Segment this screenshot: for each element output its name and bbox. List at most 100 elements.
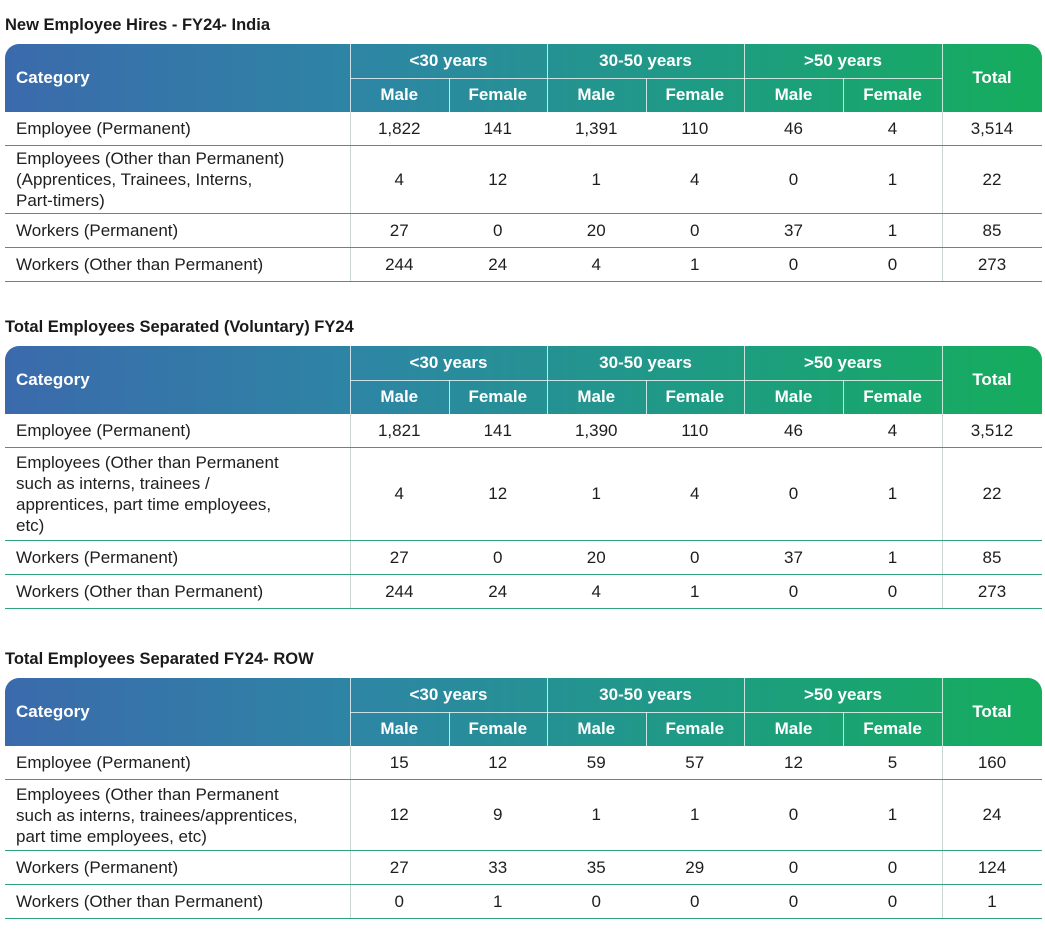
- row-divider: [942, 541, 943, 574]
- row-total: 85: [982, 547, 1002, 567]
- row-value: 37: [784, 547, 803, 567]
- row-value: 12: [488, 484, 508, 503]
- row-value: 20: [586, 547, 606, 567]
- row-divider: [350, 248, 351, 281]
- row-divider: [350, 885, 351, 918]
- table-row: Workers (Other than Permanent) 244 24 4 1 0 0 2…: [5, 575, 1042, 609]
- row-total: 1: [987, 891, 997, 911]
- row-value: 0: [788, 169, 799, 189]
- row-value: 0: [788, 891, 799, 911]
- header-gender: Male: [774, 387, 813, 406]
- row-value: 0: [788, 484, 799, 503]
- row-value: 4: [394, 169, 404, 189]
- row-value: 4: [591, 581, 601, 601]
- row-value: 0: [788, 254, 799, 274]
- header-gender: Female: [665, 719, 725, 738]
- row-value: 59: [586, 752, 606, 772]
- row-value: 0: [788, 581, 799, 601]
- header-divider: [448, 712, 450, 746]
- row-value: 12: [389, 805, 409, 824]
- row-value: 4: [887, 118, 898, 138]
- header-category: Category: [16, 68, 90, 87]
- table-row: Workers (Permanent) 27 0 20 0 37 1 85: [5, 214, 1042, 248]
- row-value: 24: [488, 581, 508, 601]
- header-gender: Male: [380, 85, 419, 104]
- row-value: 24: [488, 254, 508, 274]
- row-value: 0: [887, 254, 898, 274]
- row-total: 3,512: [970, 420, 1014, 440]
- row-value: 1,391: [574, 118, 618, 138]
- row-total: 85: [982, 220, 1002, 240]
- header-gender: Male: [380, 387, 419, 406]
- row-value: 1: [591, 805, 601, 824]
- header-age-group: 30-50 years: [599, 685, 692, 704]
- table-row: Employees (Other than Permanent) (Appren…: [5, 146, 1042, 214]
- row-category: Workers (Other than Permanent): [16, 255, 264, 274]
- header-divider: [448, 78, 450, 112]
- row-value: 4: [690, 484, 700, 503]
- table-row: Workers (Permanent) 27 33 35 29 0 0 124: [5, 851, 1042, 885]
- header-divider: [350, 78, 942, 79]
- row-value: 0: [493, 547, 503, 567]
- row-divider: [350, 146, 351, 213]
- table-row: Employees (Other than Permanent such as …: [5, 448, 1042, 541]
- row-value: 0: [887, 581, 898, 601]
- header-age-group: >50 years: [804, 685, 882, 704]
- row-value: 141: [483, 118, 512, 138]
- row-divider: [942, 448, 943, 540]
- row-divider: [350, 746, 351, 779]
- row-value: 29: [685, 857, 705, 877]
- row-total: 3,514: [970, 118, 1014, 138]
- row-category: Workers (Other than Permanent): [16, 582, 264, 601]
- row-divider: [942, 575, 943, 608]
- row-value: 0: [690, 891, 700, 911]
- row-value: 0: [591, 891, 601, 911]
- row-value: 1: [887, 220, 898, 240]
- row-category: Employees (Other than Permanent such as …: [16, 784, 298, 846]
- row-value: 1: [493, 891, 503, 911]
- header-gender: Female: [665, 387, 725, 406]
- row-divider: [350, 851, 351, 884]
- row-total: 22: [982, 169, 1002, 189]
- row-total: 124: [977, 857, 1007, 877]
- header-total: Total: [972, 702, 1012, 721]
- row-value: 1,390: [574, 420, 618, 440]
- header-divider: [942, 346, 943, 414]
- row-value: 27: [389, 547, 409, 567]
- header-category: Category: [16, 702, 90, 721]
- header-divider: [843, 380, 844, 414]
- row-divider: [942, 414, 943, 447]
- row-category: Employee (Permanent): [16, 119, 191, 138]
- header-gender: Male: [774, 85, 813, 104]
- row-total: 22: [982, 484, 1002, 503]
- table-row: Employee (Permanent) 1,821 141 1,390 110 46 4 3…: [5, 414, 1042, 448]
- header-divider: [843, 712, 844, 746]
- header-divider: [645, 712, 647, 746]
- header-divider: [350, 380, 942, 381]
- row-value: 110: [681, 420, 709, 440]
- row-divider: [942, 214, 943, 247]
- row-divider: [350, 214, 351, 247]
- row-divider: [942, 851, 943, 884]
- row-divider: [942, 885, 943, 918]
- section-title: New Employee Hires - FY24- India: [5, 16, 270, 34]
- row-divider: [942, 746, 943, 779]
- row-value: 20: [586, 220, 606, 240]
- header-gender: Male: [577, 719, 616, 738]
- row-value: 9: [493, 805, 503, 824]
- row-category: Employees (Other than Permanent such as …: [16, 453, 279, 535]
- row-value: 0: [690, 547, 700, 567]
- row-value: 244: [385, 254, 414, 274]
- row-value: 35: [586, 857, 606, 877]
- row-divider: [942, 248, 943, 281]
- header-gender: Female: [468, 719, 528, 738]
- row-divider: [350, 112, 351, 145]
- row-value: 12: [784, 752, 803, 772]
- header-gender: Male: [774, 719, 813, 738]
- header-divider: [350, 712, 942, 713]
- row-value: 110: [681, 118, 709, 138]
- row-category: Employee (Permanent): [16, 421, 191, 440]
- header-gender: Female: [468, 387, 528, 406]
- header-divider: [448, 380, 450, 414]
- header-gender: Female: [863, 719, 922, 738]
